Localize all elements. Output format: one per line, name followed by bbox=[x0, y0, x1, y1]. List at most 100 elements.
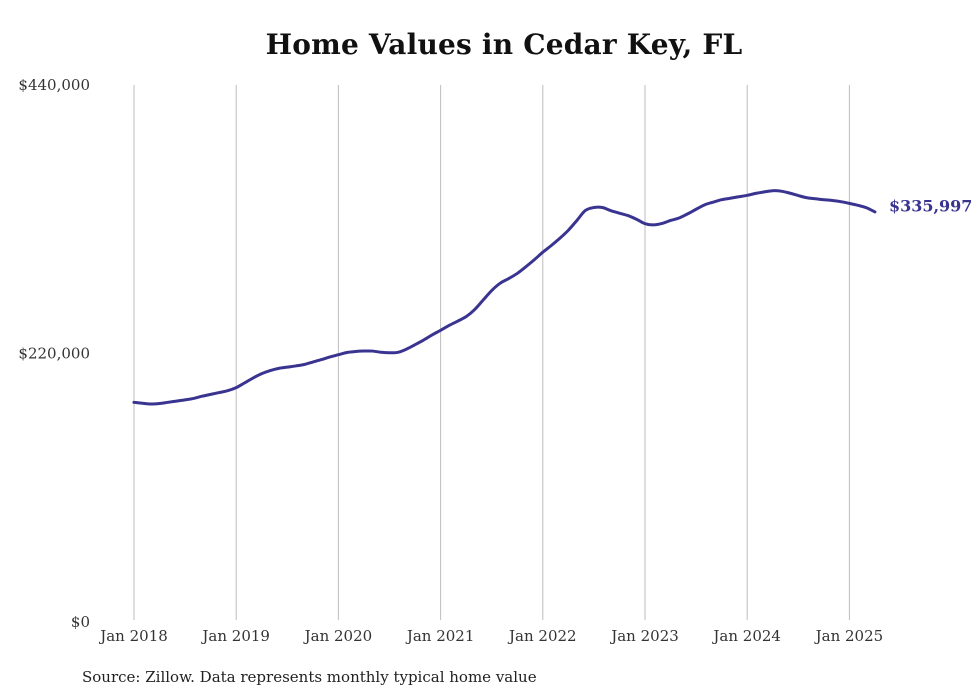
data-point-2019-04 bbox=[260, 372, 263, 375]
data-point-2019-10 bbox=[311, 361, 314, 364]
data-point-2020-07 bbox=[388, 351, 391, 354]
data-point-2022-11 bbox=[626, 214, 629, 217]
data-point-2023-03 bbox=[661, 222, 664, 225]
data-point-2023-12 bbox=[737, 195, 740, 198]
data-point-2024-07 bbox=[797, 194, 800, 197]
series-layer bbox=[132, 189, 877, 406]
data-point-2021-02 bbox=[448, 324, 451, 327]
x-tick-label: Jan 2020 bbox=[303, 627, 373, 645]
data-point-2020-11 bbox=[422, 339, 425, 342]
data-point-2023-10 bbox=[720, 198, 723, 201]
data-point-2019-08 bbox=[294, 364, 297, 367]
data-point-2024-06 bbox=[788, 192, 791, 195]
data-point-2019-03 bbox=[252, 376, 255, 379]
line-chart: $0$220,000$440,000 Jan 2018 Jan 2019 Jan 2… bbox=[18, 76, 973, 645]
x-tick-label: Jan 2024 bbox=[711, 627, 781, 645]
y-tick-label: $440,000 bbox=[18, 76, 90, 94]
data-point-2022-12 bbox=[635, 218, 638, 221]
y-axis-tick-labels: $0 $220,000 $440,000 bbox=[18, 76, 90, 631]
data-point-2025-02 bbox=[856, 204, 859, 207]
data-point-2021-09 bbox=[507, 277, 510, 280]
data-point-2019-05 bbox=[269, 369, 272, 372]
data-point-2020-12 bbox=[431, 333, 434, 336]
data-point-2022-08 bbox=[601, 206, 604, 209]
y-tick-label: $0 bbox=[71, 613, 90, 631]
x-tick-label: Jan 2018 bbox=[98, 627, 168, 645]
data-point-2023-07 bbox=[695, 208, 698, 211]
data-point-2020-02 bbox=[345, 351, 348, 354]
data-point-2024-05 bbox=[780, 190, 783, 193]
data-point-2024-09 bbox=[814, 197, 817, 200]
x-tick-label: Jan 2025 bbox=[814, 627, 884, 645]
data-point-2023-08 bbox=[703, 203, 706, 206]
data-point-2022-09 bbox=[609, 209, 612, 212]
data-point-2021-06 bbox=[482, 299, 485, 302]
data-point-2023-06 bbox=[686, 212, 689, 215]
data-point-2022-03 bbox=[558, 237, 561, 240]
data-point-2021-04 bbox=[465, 315, 468, 318]
data-point-2021-01 bbox=[439, 329, 442, 332]
data-point-2018-09 bbox=[201, 395, 204, 398]
data-point-2023-01 bbox=[644, 222, 647, 225]
y-tick-label: $220,000 bbox=[18, 345, 90, 363]
data-point-2018-02 bbox=[141, 402, 144, 405]
data-point-2018-01 bbox=[133, 401, 136, 404]
data-point-2018-05 bbox=[167, 401, 170, 404]
data-point-2019-02 bbox=[243, 381, 246, 384]
data-point-2021-03 bbox=[456, 320, 459, 323]
data-point-2024-03 bbox=[763, 190, 766, 193]
end-label-layer: $335,997 bbox=[889, 196, 973, 215]
data-point-2020-03 bbox=[354, 350, 357, 353]
data-point-2023-11 bbox=[729, 197, 732, 200]
data-points bbox=[133, 189, 877, 405]
data-point-2019-06 bbox=[277, 367, 280, 370]
x-tick-label: Jan 2019 bbox=[200, 627, 270, 645]
data-point-2023-02 bbox=[652, 223, 655, 226]
data-point-2022-04 bbox=[567, 229, 570, 232]
data-point-2021-11 bbox=[524, 265, 527, 268]
chart-title: Home Values in Cedar Key, FL bbox=[265, 28, 743, 61]
data-point-2022-02 bbox=[550, 244, 553, 247]
data-point-2019-11 bbox=[320, 358, 323, 361]
source-note: Source: Zillow. Data represents monthly … bbox=[82, 668, 537, 686]
x-tick-label: Jan 2021 bbox=[405, 627, 475, 645]
data-point-2021-05 bbox=[473, 308, 476, 311]
data-point-2019-01 bbox=[235, 386, 238, 389]
x-tick-label: Jan 2022 bbox=[507, 627, 577, 645]
data-point-2021-10 bbox=[516, 272, 519, 275]
data-point-2018-03 bbox=[150, 403, 153, 406]
data-point-2024-01 bbox=[746, 194, 749, 197]
data-point-2022-07 bbox=[592, 206, 595, 209]
data-point-2018-12 bbox=[226, 389, 229, 392]
data-point-2024-12 bbox=[839, 200, 842, 203]
data-point-2019-09 bbox=[303, 363, 306, 366]
data-point-2023-05 bbox=[678, 217, 681, 220]
end-value-label: $335,997 bbox=[889, 196, 973, 215]
data-point-2020-06 bbox=[379, 351, 382, 354]
data-point-2022-05 bbox=[575, 219, 578, 222]
data-point-2020-04 bbox=[362, 350, 365, 353]
data-point-2020-10 bbox=[414, 343, 417, 346]
data-point-2021-07 bbox=[490, 289, 493, 292]
data-point-2025-04 bbox=[873, 210, 876, 213]
data-point-2024-11 bbox=[831, 199, 834, 202]
data-point-2022-01 bbox=[541, 251, 544, 254]
data-point-2023-09 bbox=[712, 201, 715, 204]
data-point-2019-07 bbox=[286, 366, 289, 369]
data-point-2022-10 bbox=[618, 212, 621, 215]
series-line-home-value bbox=[132, 189, 877, 406]
data-point-2024-04 bbox=[771, 189, 774, 192]
data-point-2018-07 bbox=[184, 398, 187, 401]
data-point-2018-04 bbox=[158, 402, 161, 405]
data-point-2018-06 bbox=[175, 400, 178, 403]
data-point-2021-12 bbox=[533, 258, 536, 261]
data-point-2018-11 bbox=[218, 391, 221, 394]
x-axis-tick-labels: Jan 2018 Jan 2019 Jan 2020 Jan 2021 Jan 2022… bbox=[98, 627, 883, 645]
data-point-2023-04 bbox=[669, 219, 672, 222]
data-point-2020-05 bbox=[371, 350, 374, 353]
data-point-2020-09 bbox=[405, 348, 408, 351]
data-point-2019-12 bbox=[328, 355, 331, 358]
data-point-2018-08 bbox=[192, 397, 195, 400]
data-point-2025-01 bbox=[848, 202, 851, 205]
data-point-2018-10 bbox=[209, 393, 212, 396]
